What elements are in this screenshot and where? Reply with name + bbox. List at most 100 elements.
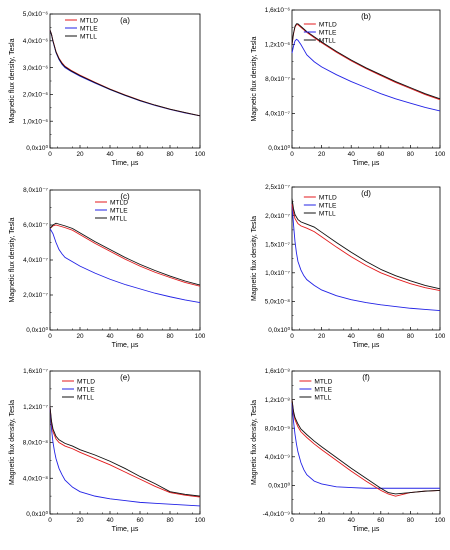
series-line-mtle [49,228,201,303]
x-tick-label: 20 [318,517,326,524]
legend-label-mtll: MTLL [77,394,94,401]
x-tick-label: 20 [76,517,84,524]
x-tick-label: 100 [195,517,206,524]
y-tick-label: -4,0x10⁻⁹ [263,511,291,518]
series-line-mtll [291,198,441,290]
panel-label: (e) [120,373,130,382]
panel-label: (b) [361,12,371,21]
series-line-mtll [49,222,201,286]
x-tick-label: 100 [195,151,206,158]
y-tick-label: 4,0x10⁻⁷ [23,257,49,264]
series-line-mtld [49,406,201,498]
panel-label: (c) [120,192,130,201]
y-tick-label: 8,0x10⁻⁷ [265,76,291,83]
y-tick-label: 2,0x10⁻⁷ [265,213,291,220]
x-tick-label: 40 [348,151,356,158]
series-line-mtll [291,399,441,495]
x-tick-label: 60 [136,151,144,158]
legend-label-mtld: MTLD [80,17,98,24]
legend-label-mtll: MTLL [314,394,331,401]
legend-label-mtle: MTLE [319,202,337,209]
legend-label-mtld: MTLD [314,378,332,385]
x-tick-label: 20 [318,151,326,158]
x-tick-label: 20 [76,151,84,158]
chart-panel-5: 0 20 40 60 80 100 0,0x10⁰ 4,0x10⁻⁸ 8,0x10⁻⁸ 1,2x1… [9,368,206,533]
y-tick-label: 3,0x10⁻⁶ [23,65,49,72]
x-tick-label: 100 [435,517,446,524]
y-axis-label: Magnetic flux density, Tesla [251,400,258,485]
y-tick-label: 0,0x10⁰ [268,145,290,152]
legend-label-mtld: MTLD [319,21,337,28]
y-tick-label: 1,2x10⁻⁸ [265,397,291,404]
y-tick-label: 1,0x10⁻⁷ [265,270,291,277]
chart-panel-6: 0 20 40 60 80 100 -4,0x10⁻⁹ 0,0x10⁰ 4,0x10⁻⁹ 8,0x… [251,368,446,533]
plot-frame [49,13,201,149]
y-axis-label: Magnetic flux density, Tesla [9,38,16,123]
x-tick-label: 80 [407,151,415,158]
y-tick-label: 0,0x10⁰ [26,327,48,334]
y-tick-label: 8,0x10⁻⁸ [23,440,49,447]
y-tick-label: 1,5x10⁻⁷ [265,241,291,248]
x-tick-label: 80 [407,333,415,340]
legend-label-mtll: MTLL [319,37,336,44]
y-tick-label: 0,0x10⁰ [268,483,290,490]
legend-label-mtld: MTLD [110,199,128,206]
x-tick-label: 40 [106,517,114,524]
x-tick-label: 0 [48,517,52,524]
x-tick-label: 20 [318,333,326,340]
series-line-mtll [49,29,201,117]
y-tick-label: 4,0x10⁻⁸ [23,475,49,482]
chart-panel-3: 0 20 40 60 80 100 0,0x10⁰ 2,0x10⁻⁷ 4,0x10⁻⁷ 6,0x1… [9,187,206,349]
legend-label-mtle: MTLE [314,386,332,393]
y-tick-label: 8,0x10⁻⁹ [265,425,291,432]
y-tick-label: 5,0x10⁻⁸ [265,299,291,306]
x-axis-label: Time, µs [353,160,380,167]
y-tick-label: 2,5x10⁻⁷ [265,184,291,191]
series-line-mtld [291,399,441,497]
x-tick-label: 60 [377,517,385,524]
x-axis-label: Time, µs [112,342,139,349]
series-line-mtll [291,23,441,100]
y-tick-label: 2,0x10⁻⁷ [23,292,49,299]
series-line-mtle [291,204,441,311]
y-tick-label: 0,0x10⁰ [26,511,48,518]
chart-panel-2: 0 20 40 60 80 100 0,0x10⁰ 4,0x10⁻⁷ 8,0x10⁻⁷ 1,2x1… [251,7,446,167]
y-axis-label: Magnetic flux density, Tesla [251,216,258,301]
x-tick-label: 80 [166,517,174,524]
plot-frame [291,9,441,149]
series-line-mtll [49,406,201,497]
y-tick-label: 4,0x10⁻⁹ [265,454,291,461]
y-tick-label: 1,6x10⁻⁶ [265,7,291,14]
series-line-mtle [291,403,440,489]
y-tick-label: 1,2x10⁻⁶ [265,42,291,49]
x-tick-label: 0 [290,517,294,524]
y-tick-label: 1,0x10⁻⁶ [23,118,49,125]
y-tick-label: 6,0x10⁻⁷ [23,222,49,229]
y-tick-label: 1,2x10⁻⁷ [23,404,49,411]
chart-panel-1: 0 20 40 60 80 100 0,0x10⁰ 1,0x10⁻⁶ 2,0x10⁻⁶ 3,0x1… [9,11,206,167]
x-tick-label: 40 [106,151,114,158]
series-line-mtle [49,29,201,117]
x-tick-label: 80 [166,151,174,158]
y-tick-label: 2,0x10⁻⁶ [23,92,49,99]
panel-label: (f) [362,373,370,382]
x-tick-label: 40 [348,517,356,524]
legend-label-mtle: MTLE [319,29,337,36]
series-line-mtld [291,204,441,291]
y-tick-label: 1,6x10⁻⁸ [265,368,291,375]
panel-label: (d) [361,189,371,198]
legend-label-mtld: MTLD [319,194,337,201]
y-tick-label: 1,6x10⁻⁷ [23,368,49,375]
x-axis-label: Time, µs [353,526,380,533]
x-tick-label: 0 [290,333,294,340]
x-tick-label: 100 [435,333,446,340]
y-tick-label: 8,0x10⁻⁷ [23,187,49,194]
legend-label-mtld: MTLD [77,378,95,385]
y-tick-label: 0,0x10⁰ [268,327,290,334]
x-tick-label: 100 [195,333,206,340]
y-axis-label: Magnetic flux density, Tesla [9,217,16,302]
x-tick-label: 40 [348,333,356,340]
x-tick-label: 0 [48,151,52,158]
x-axis-label: Time, µs [112,160,139,167]
